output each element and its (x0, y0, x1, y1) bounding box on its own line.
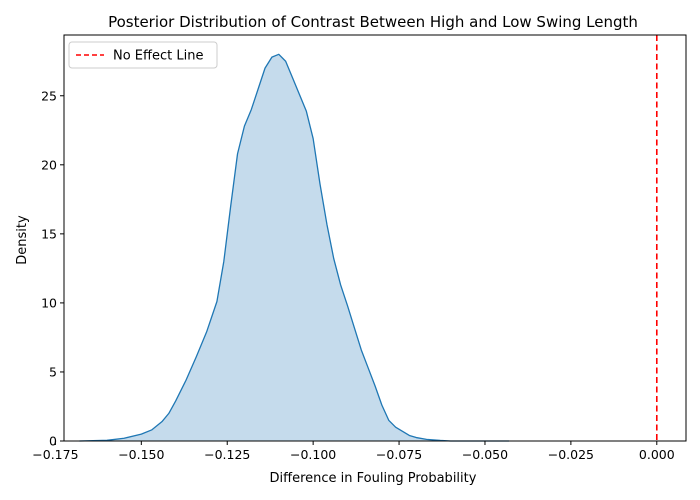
density-fill (79, 54, 510, 441)
y-tick-label: 5 (49, 364, 57, 379)
legend-label: No Effect Line (113, 49, 203, 64)
x-tick-label: 0.000 (639, 447, 675, 462)
x-tick-label: −0.125 (204, 447, 250, 462)
density-line (79, 53, 510, 442)
x-tick-label: −0.050 (462, 447, 508, 462)
x-tick-label: −0.175 (32, 447, 78, 462)
x-axis-label: Difference in Fouling Probability (270, 471, 477, 486)
x-tick-label: −0.150 (118, 447, 164, 462)
plot-area: −0.175 −0.150 −0.125 −0.100 −0.075 −0.050 −0.0… (32, 34, 687, 462)
legend-frame (68, 41, 218, 69)
legend: No Effect Line (68, 41, 218, 69)
y-tick-label: 15 (41, 226, 57, 241)
y-axis-label: Density (15, 215, 30, 265)
x-tick-label: −0.100 (290, 447, 336, 462)
y-tick-label: 20 (41, 157, 57, 172)
plot-frame (63, 34, 687, 442)
y-tick-label: 0 (49, 434, 57, 449)
x-tick-label: −0.075 (376, 447, 422, 462)
x-tick-label: −0.025 (548, 447, 594, 462)
y-tick-label: 25 (41, 88, 57, 103)
y-tick-label: 10 (41, 295, 57, 310)
chart-title: Posterior Distribution of Contrast Betwe… (108, 13, 638, 31)
